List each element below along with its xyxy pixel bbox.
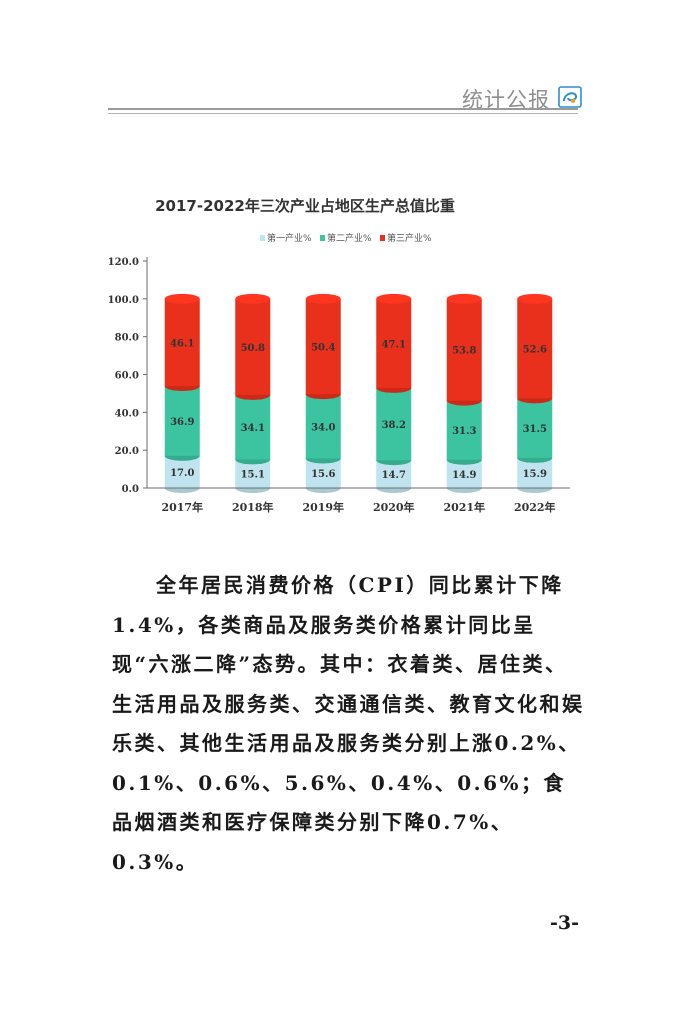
bar-value-label-2-6: 31.5 xyxy=(523,424,547,435)
y-tick-label-2: 40.0 xyxy=(115,408,139,419)
cpi-paragraph-text: 全年居民消费价格（CPI）同比累计下降1.4%，各类商品及服务类价格累计同比呈现… xyxy=(112,573,585,874)
bar-segment-3-5 xyxy=(446,298,482,401)
y-tick-label-4: 80.0 xyxy=(115,333,139,344)
industry-share-chart: 2017-2022年三次产业占地区生产总值比重 第一产业% 第二产业% 第三产业% … xyxy=(108,197,570,514)
bar-value-label-3-3: 50.4 xyxy=(311,343,335,354)
page-number: -3- xyxy=(550,912,579,934)
bar-value-label-2-4: 38.2 xyxy=(382,420,406,431)
bar-segment-3-3 xyxy=(305,298,341,395)
legend-swatch-2 xyxy=(320,235,325,241)
bar-segment-3-1 xyxy=(164,298,200,387)
x-tick-label-1: 2017年 xyxy=(161,500,203,514)
bar-segment-2-2 xyxy=(235,394,271,460)
report-header: 统计公报 xyxy=(108,84,586,114)
y-tick-label-3: 60.0 xyxy=(115,371,139,382)
y-tick-label-6: 120.0 xyxy=(108,257,139,268)
bar-value-label-3-6: 52.6 xyxy=(523,345,547,356)
bar-value-label-1-1: 17.0 xyxy=(170,468,194,479)
bar-segment-3-6 xyxy=(517,298,553,399)
legend-label-1: 第一产业% xyxy=(267,232,312,244)
bar-value-label-1-3: 15.6 xyxy=(311,469,335,480)
legend-swatch-1 xyxy=(260,235,265,241)
chart-title: 2017-2022年三次产业占地区生产总值比重 xyxy=(155,197,455,215)
bar-segment-2-4 xyxy=(376,387,412,461)
legend-swatch-3 xyxy=(380,235,385,241)
bar-top-cap-3-1 xyxy=(164,293,200,304)
bar-top-cap-3-2 xyxy=(235,293,271,304)
bar-value-label-1-6: 15.9 xyxy=(523,469,547,480)
x-axis: 2017年 2018年 2019年 2020年 2021年 2022年 xyxy=(147,487,570,514)
bar-segment-2-5 xyxy=(446,400,482,460)
legend-label-3: 第三产业% xyxy=(387,232,432,244)
bar-value-label-3-2: 50.8 xyxy=(241,343,265,354)
x-tick-label-4: 2020年 xyxy=(373,500,415,514)
bar-top-cap-3-5 xyxy=(446,293,482,304)
bar-value-label-3-5: 53.8 xyxy=(452,346,476,357)
bar-value-label-2-3: 34.0 xyxy=(311,422,335,433)
x-tick-label-2: 2018年 xyxy=(232,500,274,514)
bar-value-label-1-5: 14.9 xyxy=(452,470,476,481)
x-tick-label-5: 2021年 xyxy=(443,500,485,514)
bar-value-label-3-4: 47.1 xyxy=(382,339,406,350)
bar-top-cap-3-4 xyxy=(376,293,412,304)
y-tick-label-5: 100.0 xyxy=(108,295,139,306)
bar-value-label-1-2: 15.1 xyxy=(241,470,265,481)
bar-series: 17.0 36.9 46.1 15.1 34.1 50.8 15.6 34.0 50.4 14.7… xyxy=(164,293,553,493)
bar-value-label-2-2: 34.1 xyxy=(241,423,265,434)
bar-segment-1-1 xyxy=(164,455,200,488)
bar-top-cap-3-6 xyxy=(517,293,553,304)
header-divider-thin xyxy=(108,113,578,114)
header-divider xyxy=(108,108,578,110)
bar-value-label-2-5: 31.3 xyxy=(452,426,476,437)
bar-value-label-3-1: 46.1 xyxy=(170,338,194,349)
y-tick-label-0: 0.0 xyxy=(122,484,139,495)
cpi-paragraph: 全年居民消费价格（CPI）同比累计下降1.4%，各类商品及服务类价格累计同比呈现… xyxy=(112,566,588,882)
statistics-logo-icon xyxy=(558,86,582,108)
y-tick-label-1: 20.0 xyxy=(115,446,139,457)
bar-top-cap-3-3 xyxy=(305,293,341,304)
x-tick-label-3: 2019年 xyxy=(302,500,344,514)
bar-segment-3-2 xyxy=(235,298,271,395)
legend-label-2: 第二产业% xyxy=(327,232,372,244)
bar-segment-1-6 xyxy=(517,457,553,488)
bar-segment-2-6 xyxy=(517,398,553,458)
bar-value-label-2-1: 36.9 xyxy=(170,417,194,428)
y-axis: 0.0 20.0 40.0 60.0 80.0 100.0 120.0 xyxy=(108,257,148,495)
chart-legend: 第一产业% 第二产业% 第三产业% xyxy=(260,232,432,244)
bar-segment-2-1 xyxy=(164,386,200,456)
bar-segment-3-4 xyxy=(376,298,412,388)
bar-segment-2-3 xyxy=(305,394,341,459)
x-tick-label-6: 2022年 xyxy=(514,500,556,514)
bar-value-label-1-4: 14.7 xyxy=(382,470,406,481)
